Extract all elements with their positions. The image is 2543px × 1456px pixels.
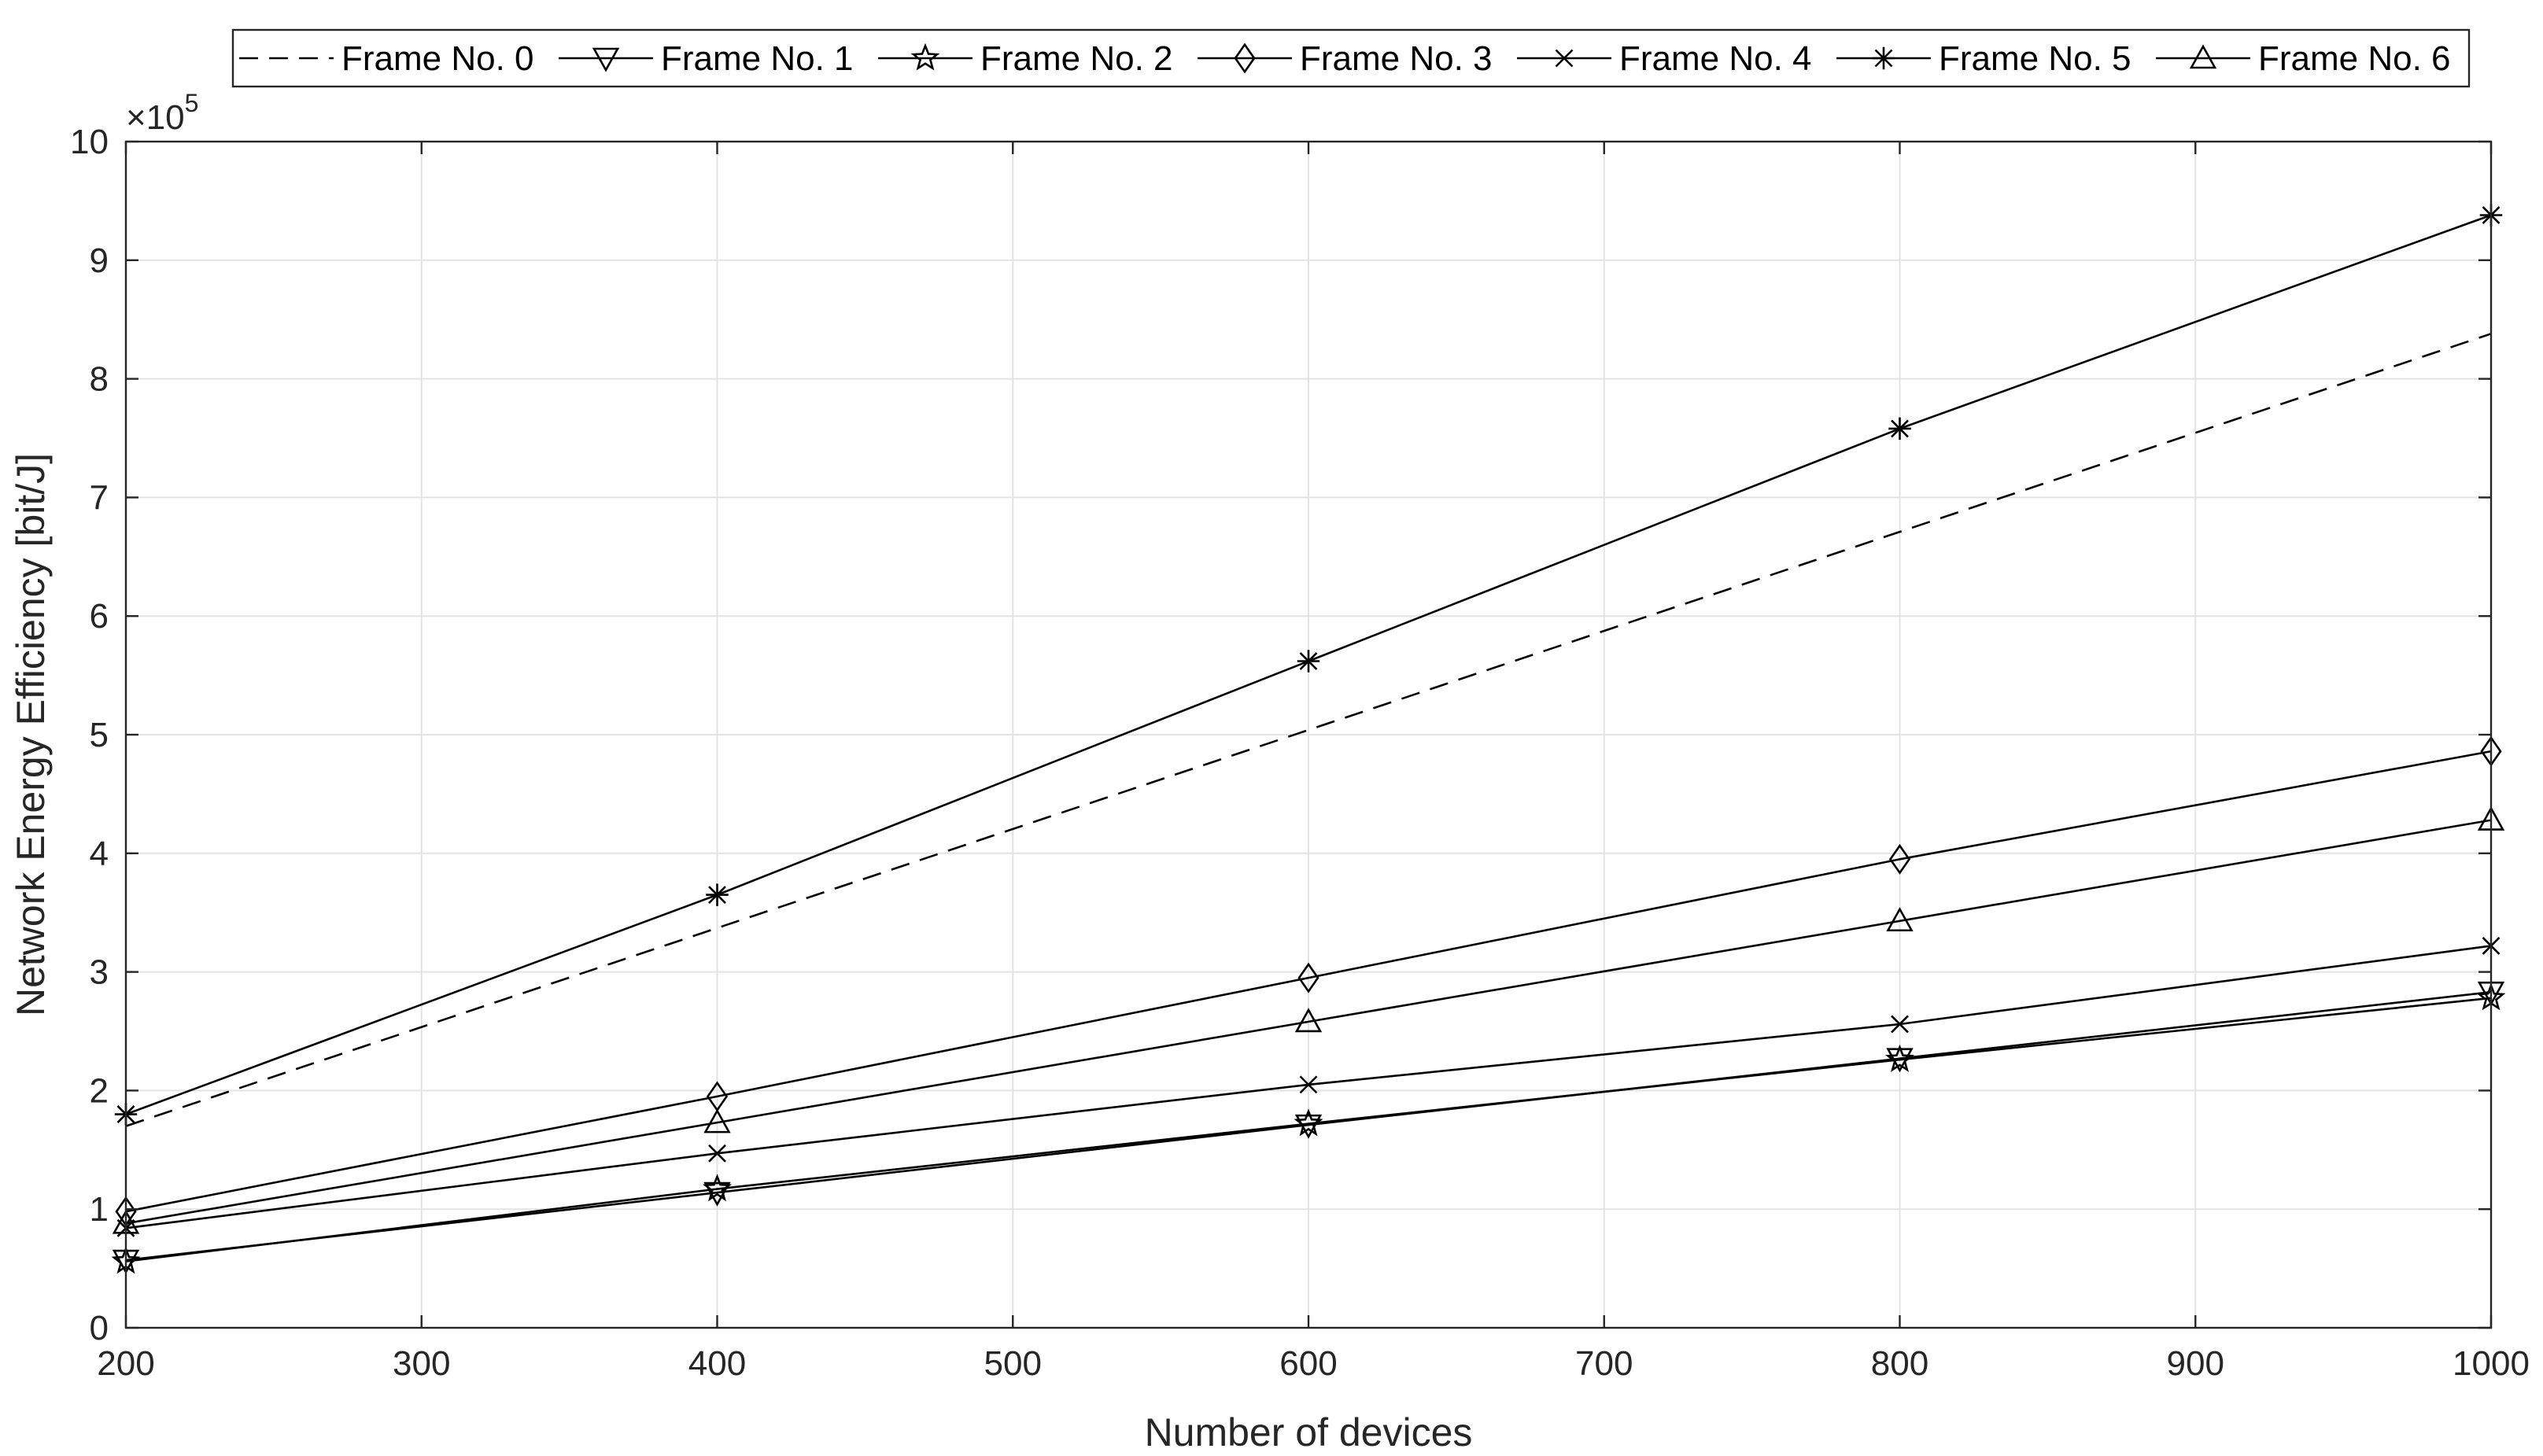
x-tick-label: 900: [2167, 1344, 2224, 1383]
data-point-2: [1885, 1044, 1914, 1072]
legend-item-1: Frame No. 1: [559, 39, 854, 78]
legend-label: Frame No. 0: [341, 39, 534, 78]
y-axis-exponent: ×105: [126, 89, 198, 137]
data-point-2: [1294, 1108, 1323, 1137]
data-point-6: [1294, 1008, 1323, 1033]
x-tick-label: 800: [1871, 1344, 1928, 1383]
y-exponent-base: ×10: [126, 98, 185, 137]
y-tick-label: 6: [90, 597, 109, 636]
y-tick-label: 2: [90, 1071, 109, 1110]
legend-label: Frame No. 6: [2258, 39, 2451, 78]
legend-marker: [1555, 49, 1574, 68]
data-point-5: [1297, 650, 1320, 673]
series-line-0: [125, 333, 2492, 1127]
series-line-1: [125, 990, 2492, 1262]
data-point-5: [1888, 417, 1911, 440]
series-line-2: [125, 997, 2492, 1262]
x-tick-label: 1000: [2453, 1344, 2530, 1383]
legend-label: Frame No. 1: [661, 39, 854, 78]
x-tick-label: 200: [97, 1344, 154, 1383]
series-line-6: [125, 819, 2492, 1225]
data-point-4: [1891, 1015, 1909, 1034]
legend-label: Frame No. 3: [1300, 39, 1493, 78]
data-point-3: [1297, 962, 1319, 993]
legend-marker: [910, 42, 940, 71]
y-tick-label: 8: [90, 360, 109, 399]
series-2: [111, 982, 2506, 1274]
y-tick-label: 3: [90, 953, 109, 992]
y-tick-label: 4: [90, 835, 109, 873]
data-point-2: [703, 1174, 732, 1202]
legend-item-0: Frame No. 0: [239, 39, 534, 78]
data-point-5: [706, 883, 729, 906]
legend-label: Frame No. 4: [1619, 39, 1812, 78]
y-tick-label: 7: [90, 478, 109, 517]
data-point-4: [1299, 1075, 1318, 1094]
legend-item-4: Frame No. 4: [1517, 39, 1812, 78]
series-0: [125, 333, 2492, 1127]
y-exponent-power: 5: [185, 89, 199, 117]
legend-item-2: Frame No. 2: [878, 39, 1173, 78]
data-point-6: [1886, 907, 1914, 932]
legend-marker: [592, 47, 620, 72]
x-tick-label: 700: [1575, 1344, 1633, 1383]
data-point-4: [708, 1144, 726, 1163]
y-tick-label: 5: [90, 716, 109, 754]
y-axis-label: Network Energy Efficiency [bit/J]: [9, 453, 53, 1016]
series-line-3: [125, 750, 2492, 1213]
data-point-6: [703, 1108, 731, 1133]
legend-marker: [1234, 42, 1256, 74]
series-layer: [111, 204, 2506, 1274]
y-tick-label: 1: [90, 1190, 109, 1229]
axis-ticks: 200 300 400 500 600 700 800 900 1000 0 1 2 3 4 5 6 7 8 9 10: [70, 123, 2530, 1383]
series-3: [115, 735, 2502, 1227]
x-tick-label: 300: [393, 1344, 450, 1383]
legend-item-3: Frame No. 3: [1198, 39, 1493, 78]
y-tick-label: 10: [70, 123, 109, 161]
legend-label: Frame No. 2: [980, 39, 1173, 78]
y-tick-label: 0: [90, 1309, 109, 1347]
legend-marker: [2189, 44, 2217, 69]
legend-item-5: Frame No. 5: [1836, 39, 2131, 78]
x-tick-label: 500: [984, 1344, 1042, 1383]
legend-item-6: Frame No. 6: [2156, 39, 2451, 78]
x-axis-label: Number of devices: [1145, 1410, 1473, 1454]
grid: [126, 142, 2491, 1328]
legend-label: Frame No. 5: [1939, 39, 2131, 78]
x-tick-label: 600: [1279, 1344, 1337, 1383]
y-tick-label: 9: [90, 241, 109, 280]
legend: Frame No. 0 Frame No. 1 Frame No. 2 Frame N…: [231, 28, 2471, 88]
x-tick-label: 400: [688, 1344, 746, 1383]
legend-marker: [1872, 46, 1895, 70]
data-point-3: [1888, 843, 1911, 875]
